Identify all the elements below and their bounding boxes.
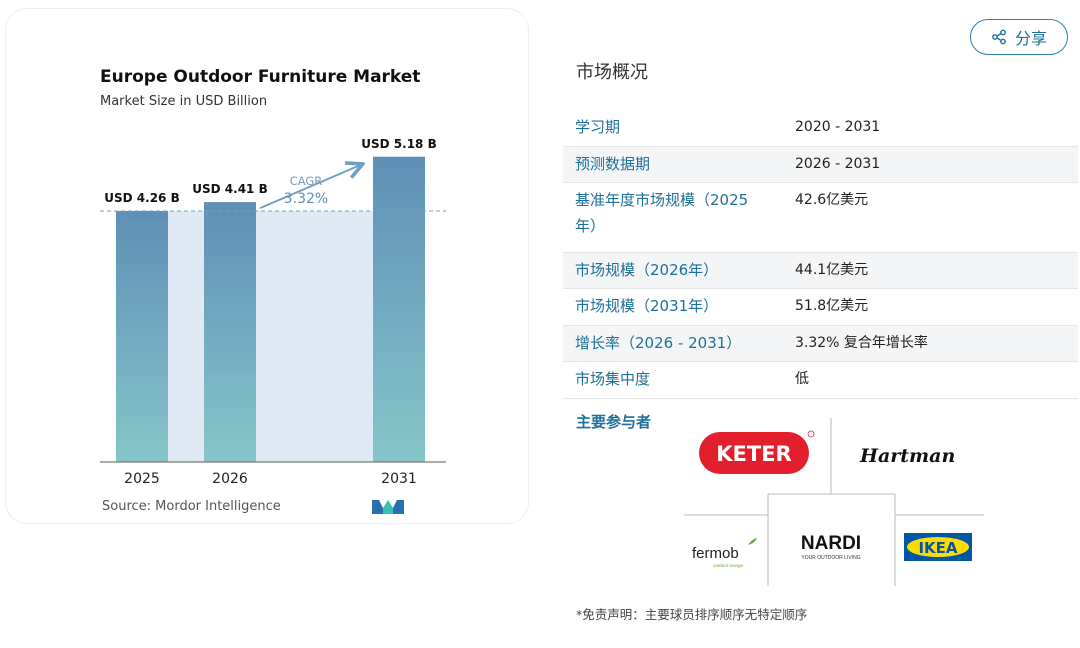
overview-row: 市场规模（2031年） 51.8亿美元 — [563, 289, 1078, 326]
fermob-logo-text: fermob — [692, 545, 739, 562]
share-label: 分享 — [1014, 29, 1047, 48]
bar-chart: USD 4.26 B USD 4.41 B USD 5.18 B 2025 2026 20… — [100, 137, 446, 487]
overview-value: 2020 - 2031 — [795, 119, 881, 135]
fermob-logo: fermob outdoor lounge — [692, 538, 757, 568]
data-label-2025: USD 4.26 B — [104, 191, 179, 205]
keter-logo: KETER — [699, 430, 815, 474]
cagr-label: CAGR — [290, 174, 323, 188]
x-tick-label-2031: 2031 — [381, 471, 417, 487]
share-button[interactable]: 分享 — [970, 19, 1068, 55]
keter-logo-text: KETER — [716, 442, 791, 466]
bar-2025 — [116, 210, 168, 462]
overview-key: 市场规模（2031年） — [575, 297, 719, 315]
key-players-label: 主要参与者 — [576, 413, 652, 431]
overview-row: 市场规模（2026年） 44.1亿美元 — [563, 253, 1078, 289]
disclaimer: *免责声明：主要球员排序顺序无特定顺序 — [576, 607, 808, 622]
overview-value: 51.8亿美元 — [795, 298, 869, 314]
nardi-logo: NARDI YOUR OUTDOOR LIVING — [801, 533, 861, 561]
overview-key: 市场集中度 — [575, 370, 651, 388]
chart-source: Source: Mordor Intelligence — [102, 499, 281, 514]
cagr-value: 3.32% — [284, 191, 328, 207]
data-label-2031: USD 5.18 B — [361, 137, 436, 151]
ikea-logo: IKEA — [904, 533, 972, 561]
overview-key: 基准年度市场规模（2025年） — [575, 191, 749, 235]
growth-band — [168, 210, 204, 462]
overview-row: 预测数据期 2026 - 2031 — [563, 147, 1078, 183]
share-icon — [992, 29, 1006, 45]
overview-row: 市场集中度 低 — [563, 362, 1078, 399]
nardi-tagline: YOUR OUTDOOR LIVING — [801, 555, 860, 561]
overview-value: 3.32% 复合年增长率 — [795, 335, 928, 351]
overview-value: 42.6亿美元 — [795, 192, 869, 208]
hartman-logo: Hartman — [859, 445, 955, 467]
overview-value: 44.1亿美元 — [795, 262, 869, 278]
chart-subtitle: Market Size in USD Billion — [100, 94, 268, 109]
overview-value: 2026 - 2031 — [795, 156, 881, 172]
bar-2026 — [204, 202, 256, 462]
overview-key: 市场规模（2026年） — [575, 261, 719, 279]
x-tick-label-2025: 2025 — [124, 471, 160, 487]
hartman-logo-text: Hartman — [859, 445, 955, 467]
ikea-logo-text: IKEA — [918, 539, 957, 557]
overview-row: 基准年度市场规模（2025年） 42.6亿美元 — [563, 183, 1078, 253]
data-label-2026: USD 4.41 B — [192, 182, 267, 196]
nardi-logo-text: NARDI — [801, 533, 861, 554]
key-players-logos: KETER Hartman fermob outdoor lounge NARD… — [684, 418, 984, 586]
overview-value: 低 — [795, 371, 809, 387]
bar-2031 — [373, 156, 425, 462]
chart-card: Europe Outdoor Furniture Market Market S… — [5, 8, 529, 524]
overview-key: 预测数据期 — [575, 155, 651, 173]
growth-band — [256, 210, 373, 462]
x-tick-label-2026: 2026 — [212, 471, 248, 487]
overview-row: 学习期 2020 - 2031 — [563, 110, 1078, 147]
cagr-arrow — [259, 165, 361, 210]
fermob-tagline: outdoor lounge — [713, 563, 744, 568]
mordor-logo-icon — [372, 500, 404, 514]
overview-title: 市场概况 — [576, 62, 648, 83]
chart-title: Europe Outdoor Furniture Market — [100, 67, 421, 87]
overview-row: 增长率（2026 - 2031） 3.32% 复合年增长率 — [563, 326, 1078, 362]
overview-key: 学习期 — [575, 118, 621, 136]
overview-key: 增长率（2026 - 2031） — [575, 334, 742, 352]
overview-table: 学习期 2020 - 2031 预测数据期 2026 - 2031 基准年度市场… — [563, 110, 1078, 399]
